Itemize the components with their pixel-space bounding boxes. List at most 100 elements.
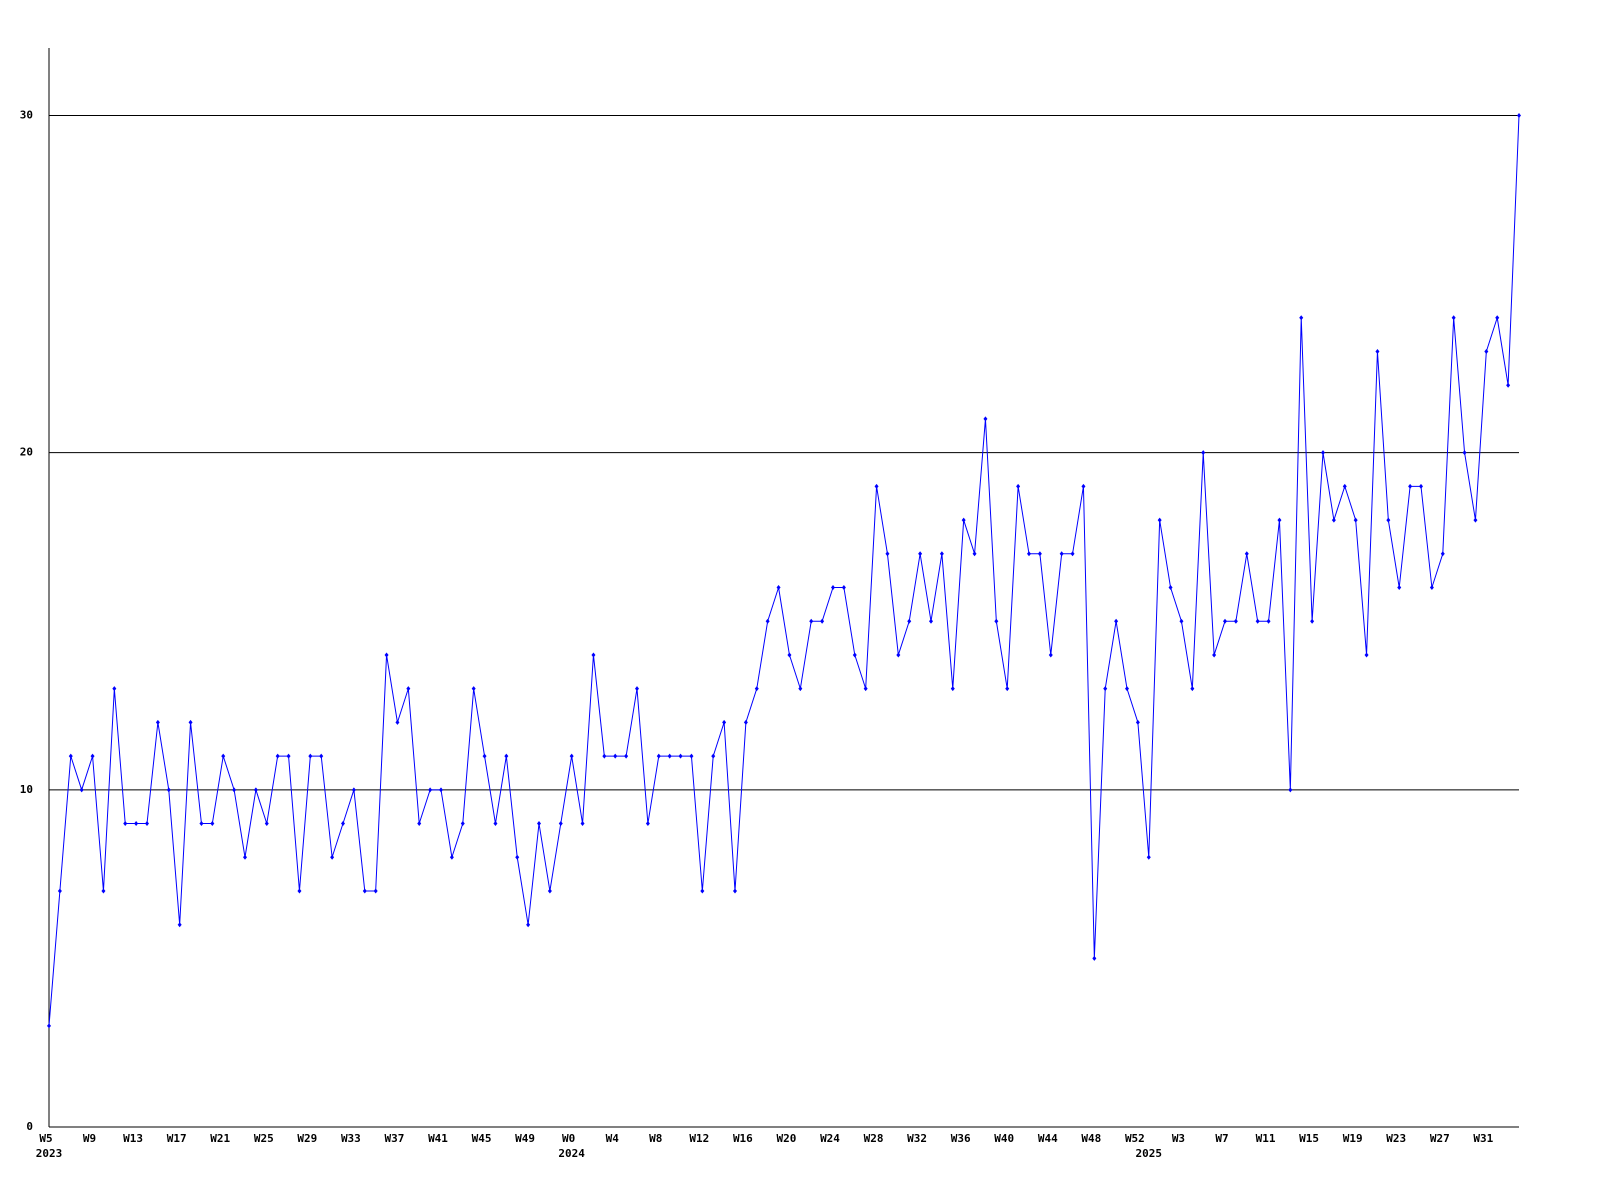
data-point (645, 821, 650, 827)
data-point (907, 618, 912, 624)
x-tick-label: W15 (1299, 1132, 1319, 1145)
x-tick-label: W40 (994, 1132, 1014, 1145)
data-point (1114, 618, 1119, 624)
data-point (515, 854, 520, 860)
x-tick-label: W52 (1125, 1132, 1145, 1145)
data-point (504, 753, 509, 759)
data-point (700, 888, 705, 894)
data-point (145, 821, 149, 827)
data-point (831, 585, 835, 590)
data-point (47, 1023, 51, 1029)
data-point (776, 585, 781, 590)
x-tick-label: W19 (1343, 1132, 1363, 1145)
data-point (918, 551, 923, 557)
data-point (656, 753, 661, 759)
x-tick-label: W5 (39, 1132, 52, 1145)
x-tick-label: W13 (123, 1132, 143, 1145)
data-point (939, 551, 944, 557)
data-point (308, 753, 313, 759)
data-point (351, 787, 356, 793)
y-tick-label: 30 (20, 108, 33, 121)
data-point (754, 686, 759, 692)
data-point (264, 821, 269, 827)
data-point (1299, 315, 1304, 321)
data-point (558, 821, 563, 827)
data-point (1288, 787, 1293, 793)
x-tick-label: W7 (1215, 1132, 1228, 1145)
data-point (330, 854, 335, 860)
y-tick-label: 20 (20, 446, 33, 459)
data-point (243, 854, 247, 860)
data-point (286, 753, 291, 759)
x-tick-label: W25 (254, 1132, 274, 1145)
data-point (373, 888, 378, 894)
x-tick-label: W36 (951, 1132, 971, 1145)
data-point (275, 753, 280, 759)
data-point (1375, 348, 1380, 354)
x-tick-label: W8 (649, 1132, 662, 1145)
x-tick-label: W17 (167, 1132, 187, 1145)
data-point (460, 821, 465, 827)
data-point (341, 821, 345, 827)
data-point (863, 686, 868, 692)
data-point (1212, 652, 1217, 658)
data-point (972, 551, 977, 557)
data-point (112, 686, 117, 692)
data-point (711, 753, 716, 759)
data-point (950, 686, 955, 692)
data-point (297, 888, 302, 894)
data-point (1027, 551, 1031, 557)
data-point (1310, 618, 1315, 624)
data-point (1506, 382, 1511, 388)
data-point (983, 416, 988, 422)
data-point (733, 888, 737, 894)
data-point (1353, 517, 1358, 523)
data-point (809, 618, 814, 624)
data-point (1081, 483, 1086, 489)
data-point (1386, 517, 1391, 523)
data-point (1135, 719, 1140, 725)
data-point (678, 753, 683, 759)
x-tick-label: W20 (777, 1132, 797, 1145)
data-line (48, 115, 1520, 1026)
data-point (1255, 618, 1260, 624)
x-tick-label: W48 (1081, 1132, 1101, 1145)
data-point (188, 719, 193, 725)
data-point (1517, 112, 1521, 118)
data-point (1331, 517, 1336, 523)
data-point (232, 787, 237, 793)
data-point (1495, 315, 1500, 321)
data-point (537, 821, 541, 827)
data-point (101, 888, 106, 894)
data-point (253, 787, 258, 793)
data-point (177, 922, 182, 928)
data-point (1266, 618, 1271, 624)
data-point (68, 753, 73, 759)
data-point (743, 719, 748, 725)
data-point (1146, 854, 1151, 860)
data-point (765, 618, 770, 624)
data-point (384, 652, 389, 658)
data-point (1342, 483, 1347, 489)
data-point (1321, 450, 1325, 456)
data-point (1037, 551, 1042, 557)
data-point (1233, 618, 1238, 624)
data-point (526, 922, 531, 928)
data-point (199, 821, 204, 827)
data-point (613, 753, 618, 759)
data-point (994, 618, 999, 624)
x-tick-label: W12 (689, 1132, 709, 1145)
data-point (547, 888, 552, 894)
x-tick-label: W16 (733, 1132, 753, 1145)
x-tick-label: W0 (562, 1132, 575, 1145)
data-point (417, 821, 422, 827)
data-point (1419, 483, 1423, 489)
data-point (1048, 652, 1053, 658)
data-point (1168, 585, 1173, 590)
x-tick-label: W24 (820, 1132, 840, 1145)
x-tick-label: W45 (472, 1132, 492, 1145)
data-point (1190, 686, 1195, 692)
x-tick-label: W44 (1038, 1132, 1058, 1145)
x-tick-label: W31 (1473, 1132, 1493, 1145)
